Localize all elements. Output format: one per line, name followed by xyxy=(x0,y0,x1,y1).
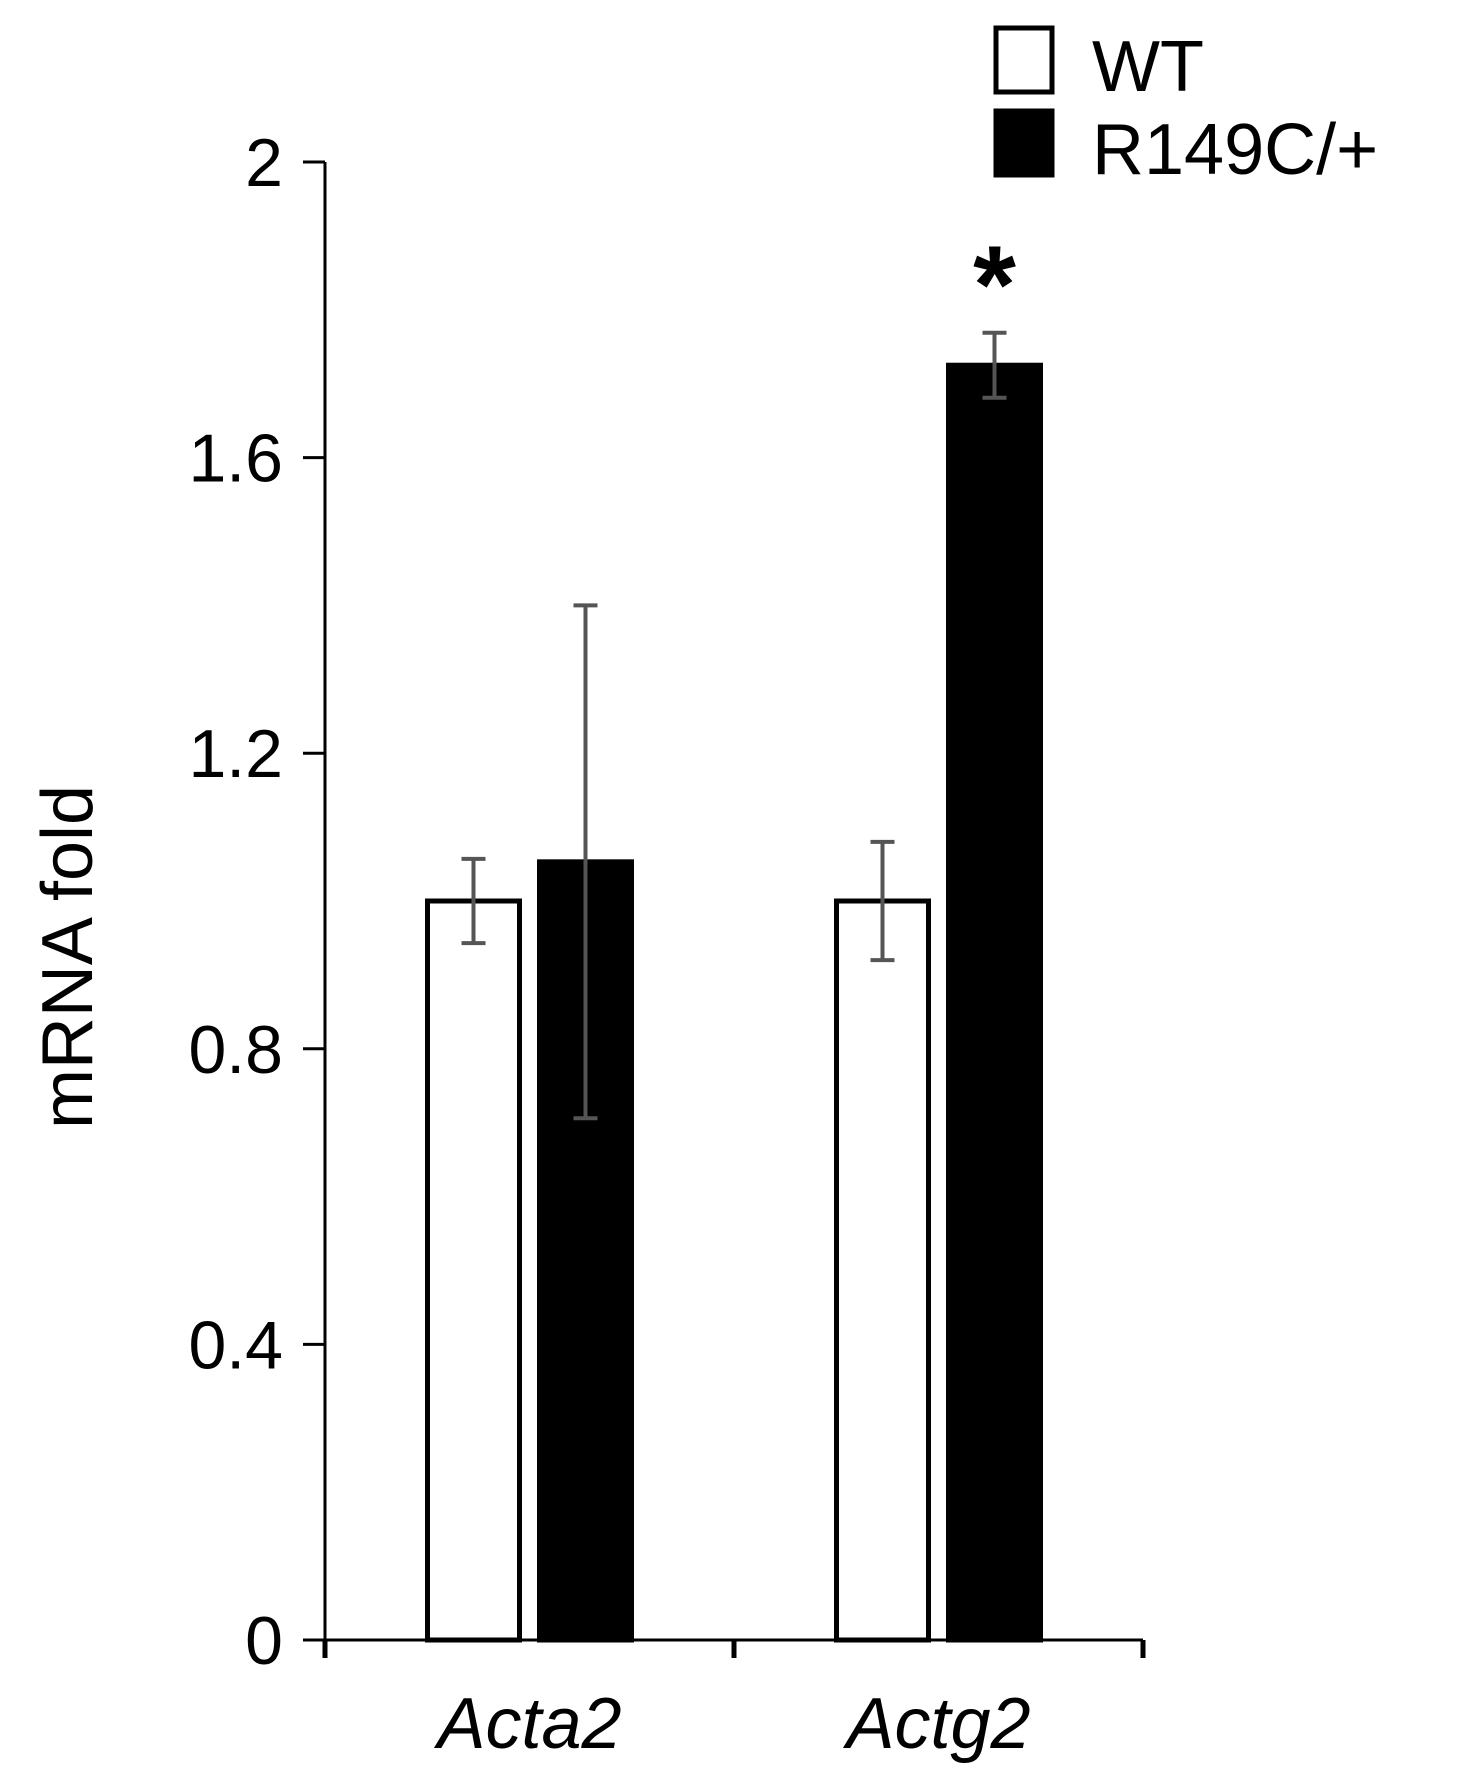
bar-wt-actg2 xyxy=(834,898,931,1643)
x-category-label: Actg2 xyxy=(842,1684,1030,1764)
y-tick-label: 1.2 xyxy=(188,716,283,792)
legend-swatch-wt xyxy=(993,25,1055,95)
y-tick-label: 0 xyxy=(245,1603,283,1679)
legend-swatch-r149c xyxy=(993,108,1055,178)
plot-area: 0 0.4 0.8 1.2 1.6 2 Acta2 Actg2 * xyxy=(188,125,1146,1764)
legend-label-wt: WT xyxy=(1092,27,1204,107)
y-tick-label: 1.6 xyxy=(188,421,283,497)
y-tick-label: 2 xyxy=(245,125,283,201)
y-axis-title: mRNA fold xyxy=(28,785,108,1129)
bar-r149c-actg2 xyxy=(946,362,1043,1643)
x-category-label: Acta2 xyxy=(433,1684,621,1764)
legend: WT R149C/+ xyxy=(993,25,1378,190)
significance-marker: * xyxy=(973,224,1016,347)
y-tick-label: 0.8 xyxy=(188,1012,283,1088)
bar-r149c-acta2 xyxy=(537,859,634,1643)
y-tick-label: 0.4 xyxy=(188,1307,283,1383)
legend-label-r149c: R149C/+ xyxy=(1092,110,1378,190)
bar-wt-acta2 xyxy=(425,898,522,1643)
